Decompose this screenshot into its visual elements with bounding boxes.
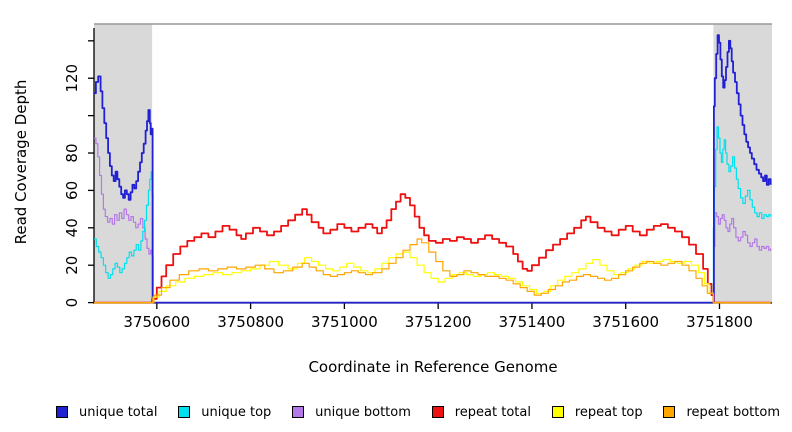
legend-label: repeat total xyxy=(454,404,531,420)
x-tick-label: 3751600 xyxy=(592,313,659,331)
y-axis-title: Read Coverage Depth xyxy=(12,79,30,245)
shaded-flank-region xyxy=(713,24,772,303)
legend-label: unique top xyxy=(201,404,272,420)
legend-swatch-icon xyxy=(56,406,68,418)
y-tick-label: 0 xyxy=(63,298,81,308)
y-tick-label: 60 xyxy=(63,181,81,200)
legend-item: repeat bottom xyxy=(663,405,780,420)
legend-swatch-icon xyxy=(551,406,564,418)
legend-item: unique total xyxy=(56,405,157,420)
x-tick-label: 3751000 xyxy=(311,313,378,331)
coverage-chart: 0 20 40 60 80 120 3750600 3750800 3751000 3751200… xyxy=(63,23,772,331)
x-axis-title: Coordinate in Reference Genome xyxy=(308,358,558,376)
y-tick-label: 40 xyxy=(63,218,81,237)
series-line-unique-total xyxy=(94,34,772,304)
x-tick-label: 3750600 xyxy=(123,313,190,331)
x-tick-label: 3750800 xyxy=(217,313,284,331)
legend-label: repeat bottom xyxy=(686,404,780,420)
shaded-flank-region xyxy=(94,24,153,303)
legend-label: unique bottom xyxy=(315,404,411,420)
series-line-repeat-total xyxy=(94,193,771,304)
legend-item: unique bottom xyxy=(292,405,411,420)
legend-label: repeat top xyxy=(574,404,643,420)
chart-legend: unique total unique top unique bottom repea… xyxy=(0,401,792,423)
y-tick-label: 20 xyxy=(63,256,81,275)
legend-item: repeat top xyxy=(551,404,643,420)
y-tick-label: 120 xyxy=(63,64,81,93)
legend-item: repeat total xyxy=(431,404,531,420)
y-tick-label: 80 xyxy=(63,143,81,162)
x-tick-label: 3751400 xyxy=(499,313,566,331)
legend-label: unique total xyxy=(79,404,158,420)
x-tick-label: 3751800 xyxy=(686,313,753,331)
legend-swatch-icon xyxy=(292,406,305,418)
series-line-repeat-top xyxy=(94,251,771,304)
legend-item: unique top xyxy=(178,405,271,420)
series-line-repeat-bottom xyxy=(94,238,771,304)
legend-swatch-icon xyxy=(178,406,191,418)
legend-swatch-icon xyxy=(663,406,676,418)
legend-swatch-icon xyxy=(431,406,444,418)
x-tick-label: 3751200 xyxy=(405,313,472,331)
